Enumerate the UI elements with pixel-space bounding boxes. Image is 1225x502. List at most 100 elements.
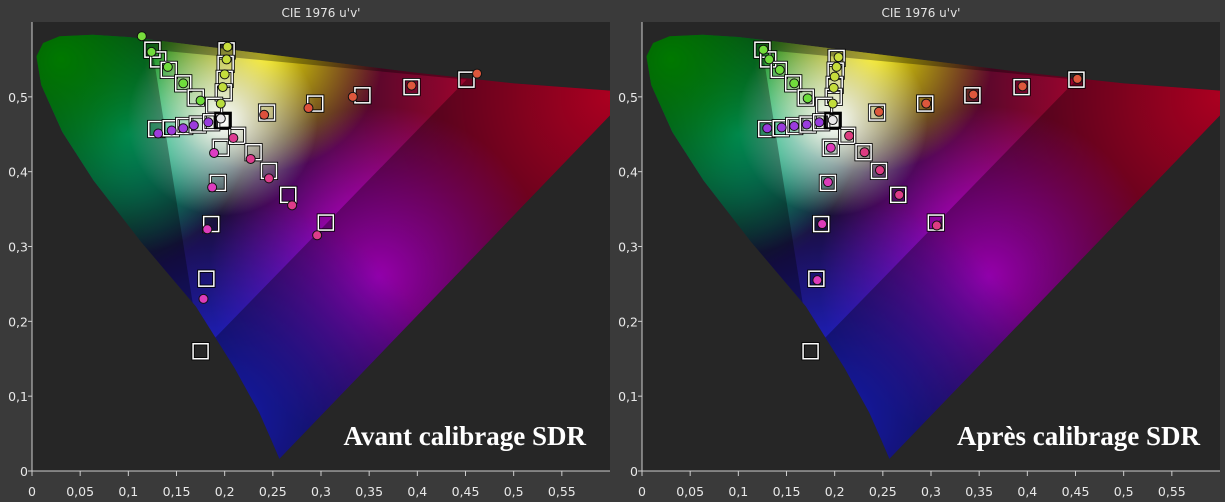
target-square <box>317 214 335 231</box>
x-tick-label: 0,45 <box>1062 484 1090 499</box>
measured-point <box>874 165 885 176</box>
target-square <box>802 343 819 360</box>
x-tick-label: 0,25 <box>869 484 897 499</box>
target-square <box>770 61 788 79</box>
measured-point <box>789 78 800 89</box>
y-tick-label: 0,5 <box>8 90 28 105</box>
measured-point <box>829 71 840 82</box>
measured-point <box>263 173 274 184</box>
target-square <box>1013 78 1030 96</box>
measured-point <box>202 224 213 235</box>
x-tick-label: 0 <box>638 484 646 499</box>
y-tick-label: 0,1 <box>8 389 28 404</box>
chart-caption: Avant calibrage SDR <box>344 421 587 451</box>
y-tick-label: 0,4 <box>618 165 638 180</box>
measured-point <box>776 122 787 133</box>
measured-point <box>762 123 773 134</box>
y-tick-label: 0 <box>630 464 638 479</box>
measured-point <box>833 52 844 63</box>
measured-point <box>215 98 226 109</box>
x-tick-label: 0,55 <box>548 484 576 499</box>
x-tick-label: 0,4 <box>407 484 427 499</box>
target-square <box>784 75 802 92</box>
target-square <box>870 162 888 180</box>
target-square <box>916 95 934 112</box>
measured-point <box>166 125 177 136</box>
y-tick-label: 0 <box>20 464 28 479</box>
measured-point <box>894 189 905 200</box>
x-tick-label: 0,15 <box>773 484 801 499</box>
measured-point <box>217 82 228 93</box>
x-tick-label: 0,3 <box>311 484 331 499</box>
measured-point <box>921 98 932 109</box>
x-tick-label: 0,35 <box>355 484 383 499</box>
measured-point <box>178 78 189 89</box>
measured-point <box>968 89 979 100</box>
white-point-square <box>824 112 842 130</box>
target-square <box>889 186 907 204</box>
y-tick-label: 0,4 <box>8 165 28 180</box>
measured-point <box>188 120 199 131</box>
y-tick-label: 0,3 <box>8 240 28 255</box>
x-tick-label: 0,1 <box>728 484 748 499</box>
measured-point <box>153 128 164 139</box>
white-point-square <box>214 112 232 130</box>
measured-point <box>312 230 323 241</box>
measured-point <box>844 130 855 141</box>
target-square <box>964 87 981 104</box>
x-tick-label: 0,3 <box>921 484 941 499</box>
target-square <box>822 139 840 156</box>
measured-point <box>758 44 769 55</box>
target-square <box>838 127 856 144</box>
measured-point <box>764 54 775 65</box>
measured-point <box>259 109 270 120</box>
measured-point <box>136 31 147 42</box>
x-tick-label: 0,5 <box>504 484 524 499</box>
measured-point <box>812 275 823 286</box>
y-tick-label: 0,2 <box>8 314 28 329</box>
measured-point <box>831 61 842 72</box>
x-tick-label: 0,35 <box>965 484 993 499</box>
measured-point <box>817 219 828 230</box>
chart-title: CIE 1976 u'v' <box>882 6 961 20</box>
measured-point <box>1072 73 1083 84</box>
x-tick-label: 0,45 <box>452 484 480 499</box>
target-square <box>754 41 771 58</box>
y-tick-label: 0,1 <box>618 389 638 404</box>
x-tick-label: 0,15 <box>163 484 191 499</box>
measured-point <box>219 69 230 80</box>
x-tick-label: 0,2 <box>215 484 235 499</box>
y-tick-label: 0,5 <box>618 90 638 105</box>
target-square <box>1068 71 1085 88</box>
measured-point <box>228 132 239 143</box>
measured-point <box>347 91 358 102</box>
measured-point <box>203 117 214 128</box>
x-tick-label: 0,55 <box>1158 484 1186 499</box>
measured-point <box>802 93 813 104</box>
target-square <box>819 174 837 192</box>
target-square <box>212 139 230 156</box>
measured-point <box>146 46 157 57</box>
target-square <box>797 89 815 106</box>
measured-point <box>801 119 812 130</box>
measured-point <box>406 80 417 91</box>
measured-point <box>931 220 942 231</box>
measured-point <box>287 200 298 211</box>
target-square <box>198 270 215 287</box>
x-tick-label: 0 <box>28 484 36 499</box>
measured-point <box>222 41 233 52</box>
target-square <box>868 104 886 121</box>
measured-point <box>207 182 218 193</box>
measured-point <box>859 147 870 158</box>
measured-point <box>827 98 838 109</box>
target-square <box>403 78 420 96</box>
measured-point <box>209 147 220 158</box>
y-tick-label: 0,2 <box>618 314 638 329</box>
target-square <box>192 343 209 360</box>
x-tick-label: 0,05 <box>66 484 94 499</box>
measured-point <box>215 113 226 124</box>
target-square <box>258 104 276 121</box>
measured-point <box>827 115 838 126</box>
